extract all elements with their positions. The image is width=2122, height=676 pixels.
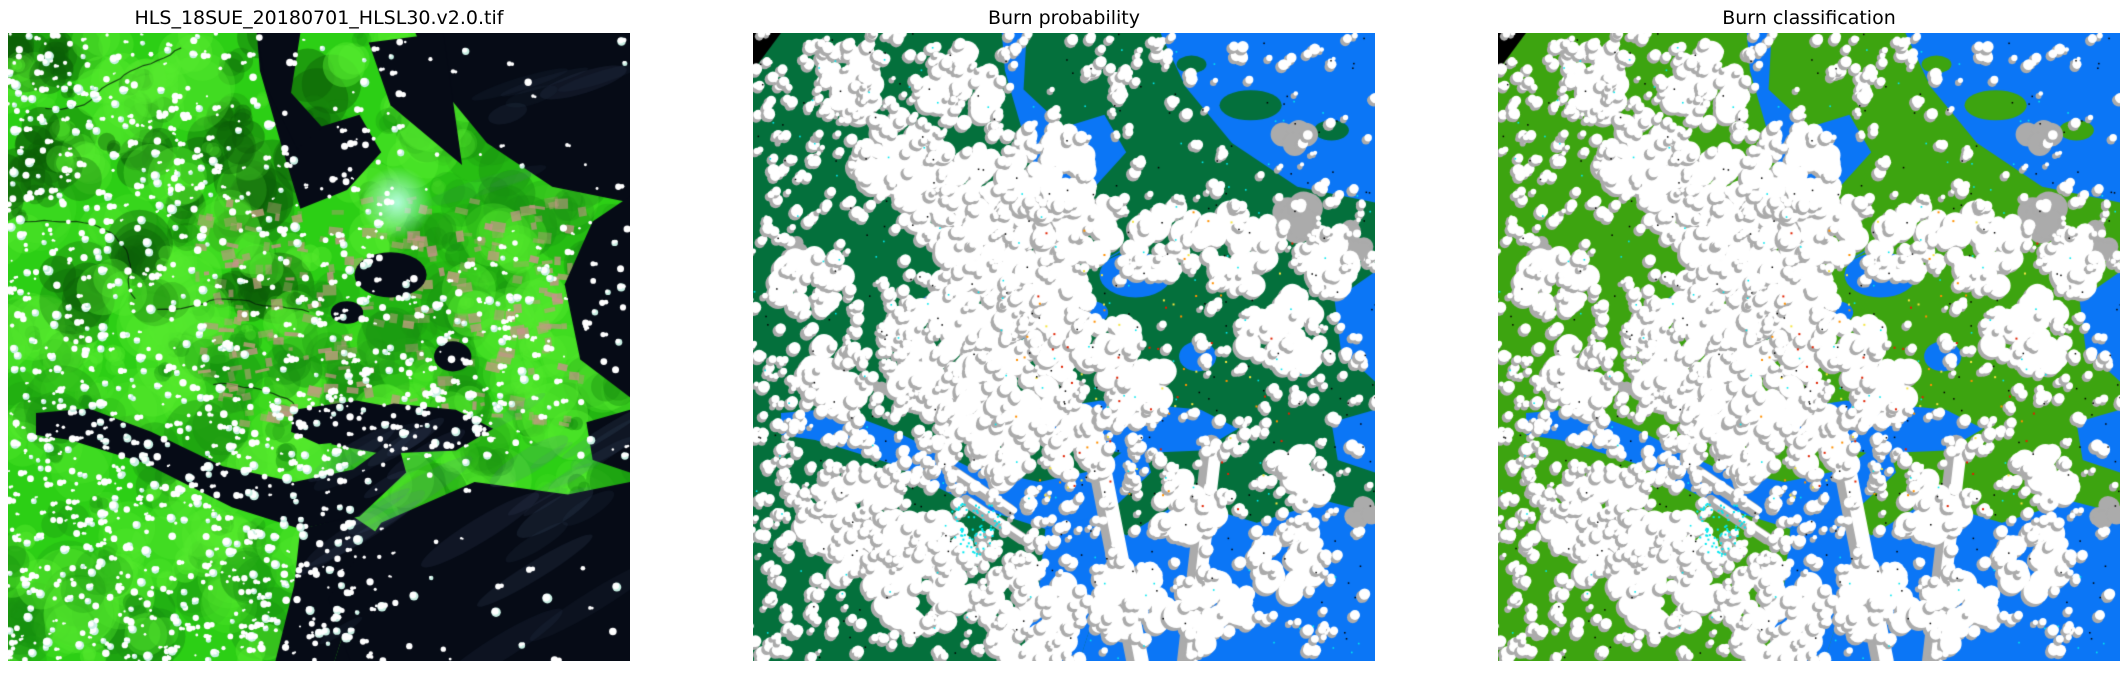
satellite-image-panel bbox=[8, 33, 630, 661]
panel-title-source-image: HLS_18SUE_20180701_HLSL30.v2.0.tif bbox=[134, 7, 504, 29]
burn-classification-map-panel bbox=[1498, 33, 2120, 661]
burn-probability-map-panel bbox=[753, 33, 1375, 661]
panel-title-burn-classification: Burn classification bbox=[1722, 7, 1896, 29]
panel-title-burn-probability: Burn probability bbox=[987, 7, 1140, 29]
